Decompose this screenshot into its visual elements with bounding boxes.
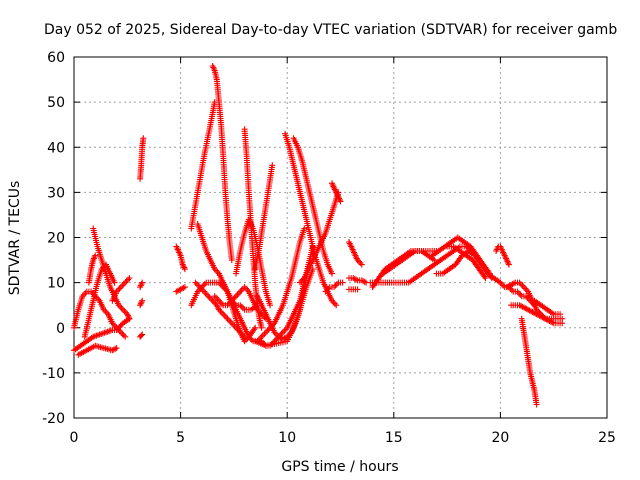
data-point-marks bbox=[137, 135, 147, 182]
data-point-marks bbox=[109, 275, 133, 304]
y-tick-label: 0 bbox=[56, 321, 65, 337]
data-point-marks bbox=[137, 331, 146, 340]
data-point-marks bbox=[188, 99, 218, 232]
series-track-32 bbox=[346, 239, 365, 268]
data-point-marks bbox=[290, 135, 335, 277]
data-point-marks bbox=[252, 162, 276, 273]
y-tick-label: 40 bbox=[47, 140, 65, 156]
series-track-26 bbox=[252, 266, 316, 349]
y-tick-label: 30 bbox=[47, 185, 65, 201]
grid-lines bbox=[74, 57, 607, 418]
y-tick-label: -20 bbox=[42, 411, 65, 427]
data-point-marks bbox=[346, 275, 370, 286]
series-track-7 bbox=[109, 275, 133, 304]
data-point-marks bbox=[297, 189, 342, 286]
series-track-34 bbox=[346, 286, 361, 293]
data-point-marks bbox=[209, 63, 235, 264]
series-track-44 bbox=[508, 302, 566, 327]
data-point-marks bbox=[220, 225, 308, 345]
x-tick-label: 25 bbox=[598, 430, 616, 446]
x-tick-label: 0 bbox=[70, 430, 79, 446]
series-track-40 bbox=[444, 243, 489, 282]
series-track-37 bbox=[380, 248, 438, 277]
y-tick-label: 50 bbox=[47, 95, 65, 111]
series-track-20 bbox=[220, 225, 308, 345]
data-point-marks bbox=[346, 239, 365, 268]
series-track-41 bbox=[493, 243, 512, 268]
series-track-3 bbox=[81, 261, 118, 340]
series-track-4 bbox=[85, 252, 99, 286]
data-point-marks bbox=[81, 261, 118, 340]
series-track-30 bbox=[329, 180, 344, 205]
y-tick-label: 10 bbox=[47, 276, 65, 292]
data-point-marks bbox=[433, 248, 504, 286]
data-point-marks bbox=[75, 342, 120, 358]
data-point-marks bbox=[173, 284, 188, 295]
data-point-marks bbox=[508, 302, 566, 327]
series-track-45 bbox=[518, 315, 540, 408]
x-tick-label: 10 bbox=[278, 430, 296, 446]
series-track-18 bbox=[209, 63, 235, 264]
series-track-46 bbox=[531, 297, 564, 318]
data-point-marks bbox=[444, 243, 489, 282]
data-point-marks bbox=[531, 297, 564, 318]
y-tick-label: 20 bbox=[47, 231, 65, 247]
x-tick-label: 5 bbox=[176, 430, 185, 446]
series-track-10 bbox=[137, 297, 146, 309]
series-track-9 bbox=[137, 279, 146, 291]
data-point-marks bbox=[329, 180, 344, 205]
data-point-marks bbox=[252, 266, 316, 349]
data-point-marks bbox=[137, 297, 146, 309]
series-track-23 bbox=[252, 162, 276, 273]
x-tick-label: 20 bbox=[491, 430, 509, 446]
data-point-marks bbox=[173, 243, 188, 273]
y-tick-label: -10 bbox=[42, 366, 65, 382]
x-axis-label: GPS time / hours bbox=[281, 459, 398, 475]
series-track-13 bbox=[173, 284, 188, 295]
series-track-17 bbox=[188, 99, 218, 232]
series-track-33 bbox=[346, 275, 370, 286]
axes: 0 5 10 15 20 25 -20 -10 0 10 20 30 40 50 60 bbox=[42, 50, 616, 446]
x-tick-label: 15 bbox=[385, 430, 403, 446]
data-point-marks bbox=[493, 243, 512, 268]
series-track-38 bbox=[433, 248, 504, 286]
series-track-31 bbox=[322, 279, 346, 295]
data-point-marks bbox=[137, 279, 146, 291]
series-track-11 bbox=[137, 331, 146, 340]
data-point-marks bbox=[192, 279, 248, 340]
data-marks bbox=[71, 63, 566, 408]
y-tick-label: 60 bbox=[47, 50, 65, 66]
data-point-marks bbox=[346, 286, 361, 293]
data-point-marks bbox=[518, 315, 540, 408]
y-axis-label: SDTVAR / TECUs bbox=[7, 181, 23, 296]
series-track-12 bbox=[173, 243, 188, 273]
series-track-6 bbox=[75, 342, 120, 358]
series-track-8 bbox=[137, 135, 147, 182]
data-point-marks bbox=[90, 225, 133, 322]
data-point-marks bbox=[380, 248, 438, 277]
series-track-29 bbox=[297, 189, 342, 286]
series-track-28 bbox=[290, 135, 335, 277]
data-point-marks bbox=[322, 279, 346, 295]
chart-title: Day 052 of 2025, Sidereal Day-to-day VTE… bbox=[44, 22, 617, 38]
series-track-16 bbox=[192, 279, 248, 340]
series-track-5 bbox=[90, 225, 133, 322]
plot-frame bbox=[73, 56, 608, 419]
data-point-marks bbox=[85, 252, 99, 286]
